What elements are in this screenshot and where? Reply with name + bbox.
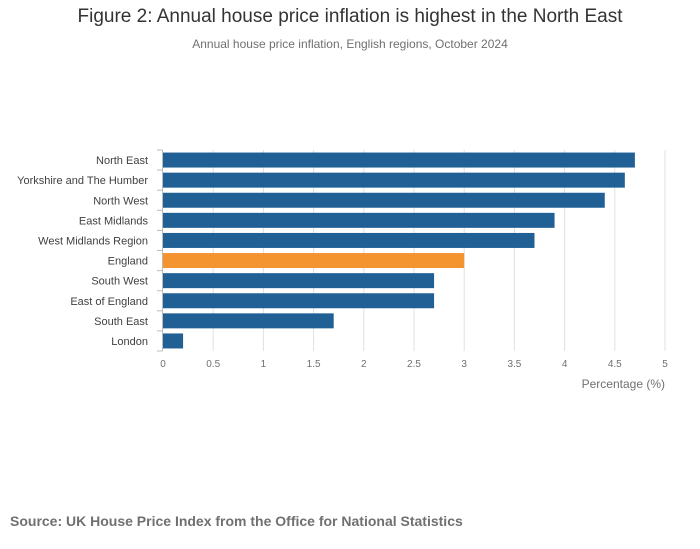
chart-title: Figure 2: Annual house price inflation i… (77, 6, 623, 27)
bar-south-west (163, 273, 435, 289)
category-label: South West (91, 276, 148, 288)
x-tick-label: 1 (261, 359, 267, 370)
source-note: Source: UK House Price Index from the Of… (10, 513, 463, 529)
x-tick-label: 3 (461, 359, 467, 370)
x-tick-label: 0.5 (206, 359, 220, 370)
bar-london (163, 333, 184, 349)
category-label: North East (96, 155, 148, 167)
x-tick-label: 2.5 (407, 359, 421, 370)
category-label: South East (94, 316, 148, 328)
x-tick-label: 4 (562, 359, 568, 370)
x-tick-label: 1.5 (307, 359, 321, 370)
category-label: North West (93, 195, 148, 207)
x-tick-label: 4.5 (608, 359, 622, 370)
category-label: London (111, 336, 148, 348)
bar-yorkshire-and-the-humber (163, 172, 625, 188)
category-label: Yorkshire and The Humber (17, 175, 148, 187)
bar-west-midlands-region (163, 232, 535, 248)
bar-north-east (163, 152, 635, 168)
category-label: West Midlands Region (38, 235, 148, 247)
category-label: England (108, 256, 148, 268)
x-tick-label: 3.5 (507, 359, 521, 370)
x-tick-label: 0 (160, 359, 166, 370)
category-label: East of England (70, 296, 148, 308)
bar-east-midlands (163, 212, 555, 228)
x-tick-label: 2 (361, 359, 367, 370)
bar-east-of-england (163, 293, 435, 309)
bar-south-east (163, 313, 334, 329)
bar-england (163, 253, 465, 269)
chart-subtitle: Annual house price inflation, English re… (192, 37, 508, 51)
category-label: East Midlands (79, 215, 149, 227)
x-tick-label: 5 (662, 359, 668, 370)
x-axis-label: Percentage (%) (582, 377, 665, 391)
bar-north-west (163, 192, 605, 208)
